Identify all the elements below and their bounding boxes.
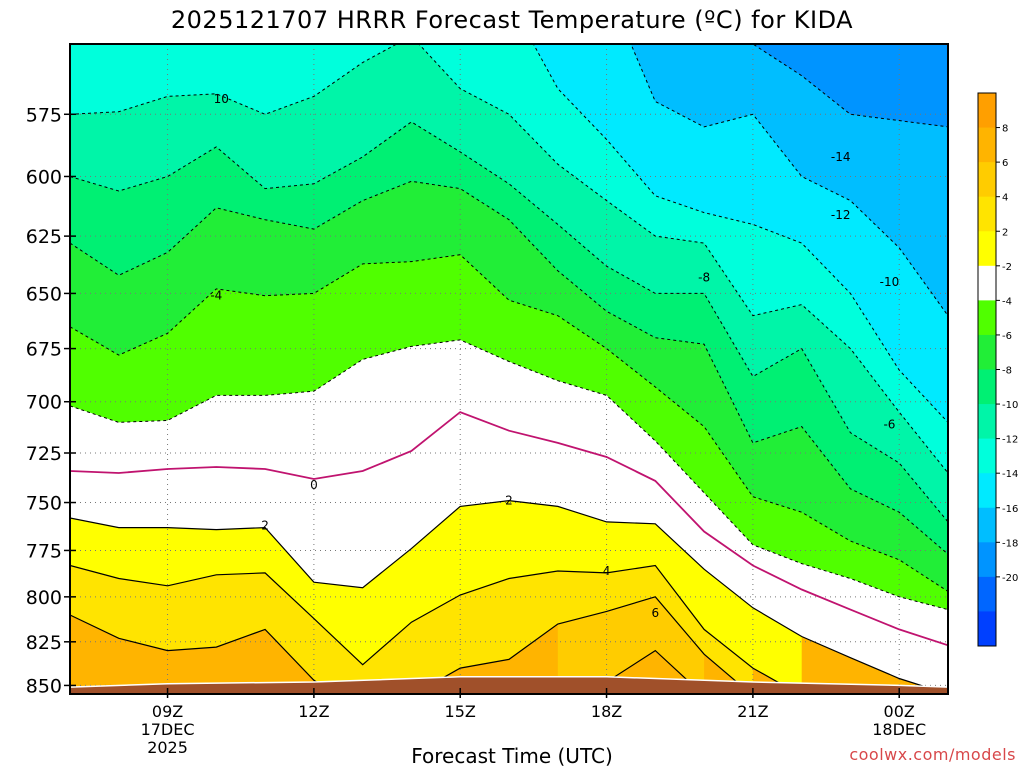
x-tick-label-21Z: 21Z (737, 702, 768, 721)
colorbar-segment-14 (978, 577, 996, 612)
x-tick-label-09Z: 09Z (152, 702, 183, 721)
contour-label-7: 0 (310, 478, 318, 492)
y-tick-label-600: 600 (26, 166, 62, 188)
colorbar-label-4: 4 (1002, 193, 1008, 204)
colorbar-segment-1 (978, 128, 996, 163)
colorbar-label--16: -16 (1002, 504, 1018, 515)
contour-label-5: -4 (210, 289, 222, 303)
contour-label-9: 2 (505, 494, 513, 508)
colorbar-label--2: -2 (1002, 262, 1012, 273)
y-tick-label-700: 700 (26, 392, 62, 414)
chart-title: 2025121707 HRRR Forecast Temperature (ºC… (0, 6, 1024, 34)
y-tick-label-775: 775 (26, 540, 62, 562)
colorbar-segment-13 (978, 542, 996, 577)
contour-label-0: 10 (214, 92, 229, 106)
colorbar-segment-2 (978, 162, 996, 197)
colorbar-label--14: -14 (1002, 469, 1018, 480)
x-tick-label-17DEC: 17DEC (141, 720, 195, 739)
y-tick-label-575: 575 (26, 104, 62, 126)
colorbar-segment-12 (978, 508, 996, 543)
credit-link[interactable]: coolwx.com/models (849, 745, 1016, 764)
colorbar-label--8: -8 (1002, 366, 1012, 377)
x-tick-label-18Z: 18Z (591, 702, 622, 721)
colorbar-segment-8 (978, 370, 996, 405)
y-tick-label-825: 825 (26, 632, 62, 654)
x-tick-label-00Z: 00Z (884, 702, 915, 721)
contour-label-2: -12 (831, 208, 851, 222)
contour-label-11: 6 (652, 606, 660, 620)
colorbar-segment-3 (978, 197, 996, 232)
colorbar-segment-4 (978, 231, 996, 266)
colorbar: 8 6 4 2 -2 -4 -6 -8 -10 -12 -14 -16 -18 -20 (978, 93, 1018, 647)
colorbar-label--6: -6 (1002, 331, 1012, 342)
contour-label-1: -14 (831, 150, 851, 164)
colorbar-label-8: 8 (1002, 124, 1008, 135)
colorbar-segment-5 (978, 266, 996, 301)
colorbar-label--12: -12 (1002, 435, 1018, 446)
colorbar-label--10: -10 (1002, 400, 1018, 411)
colorbar-label--4: -4 (1002, 296, 1012, 307)
colorbar-segment-9 (978, 404, 996, 439)
contour-plot-area (70, 24, 948, 699)
colorbar-segment-11 (978, 473, 996, 508)
contour-label-10: 4 (603, 564, 611, 578)
y-tick-label-800: 800 (26, 587, 62, 609)
colorbar-segment-15 (978, 611, 996, 646)
colorbar-label-2: 2 (1002, 227, 1008, 238)
y-tick-label-725: 725 (26, 443, 62, 465)
x-tick-label-15Z: 15Z (445, 702, 476, 721)
x-tick-label-12Z: 12Z (298, 702, 329, 721)
y-tick-label-650: 650 (26, 283, 62, 305)
colorbar-label--18: -18 (1002, 538, 1018, 549)
y-tick-label-750: 750 (26, 493, 62, 515)
colorbar-label-6: 6 (1002, 158, 1008, 169)
colorbar-segment-6 (978, 300, 996, 335)
contour-label-8: 2 (261, 519, 269, 533)
colorbar-segment-10 (978, 439, 996, 474)
colorbar-segment-7 (978, 335, 996, 370)
contour-label-6: -6 (883, 418, 895, 432)
contour-label-3: -8 (698, 271, 710, 285)
colorbar-segment-0 (978, 93, 996, 128)
x-tick-label-18DEC: 18DEC (872, 720, 926, 739)
y-tick-label-850: 850 (26, 675, 62, 697)
contour-label-4: -10 (880, 275, 900, 289)
colorbar-label--20: -20 (1002, 573, 1018, 584)
y-tick-label-625: 625 (26, 226, 62, 248)
y-tick-label-675: 675 (26, 339, 62, 361)
